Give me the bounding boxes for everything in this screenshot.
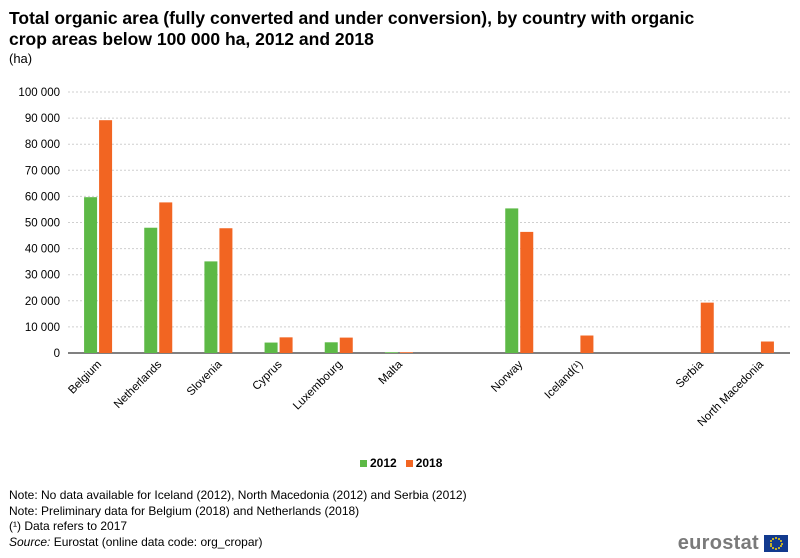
x-tick-label: North Macedonia	[696, 358, 767, 429]
bar-2018-Slovenia	[219, 228, 233, 353]
logo-text: eurostat	[677, 532, 759, 554]
bar-2018-Luxembourg	[339, 337, 353, 353]
y-tick-label: 10 000	[25, 322, 60, 334]
x-tick-label: Norway	[489, 358, 525, 394]
bar-2018-Serbia	[700, 302, 714, 353]
flag-star	[777, 547, 780, 550]
flag-star	[770, 545, 773, 548]
bar-2018-Norway	[520, 231, 534, 353]
bar-2012-Malta	[384, 352, 398, 354]
bar-2012-Slovenia	[204, 261, 218, 353]
y-tick-label: 70 000	[25, 165, 60, 177]
bar-2012-Luxembourg	[324, 342, 338, 353]
y-tick-label: 0	[54, 348, 60, 360]
chart-notes: Note: No data available for Iceland (201…	[9, 488, 467, 550]
flag-star	[779, 539, 782, 542]
x-tick-label: Cyprus	[250, 358, 284, 392]
bar-2018-Iceland(¹)	[580, 335, 594, 353]
flag-star	[770, 539, 773, 542]
bar-2012-Cyprus	[264, 342, 278, 353]
x-tick-label: Belgium	[66, 359, 104, 397]
source-text: Eurostat (online data code: org_cropar)	[50, 534, 263, 549]
y-tick-label: 30 000	[25, 270, 60, 282]
bar-2012-Belgium	[84, 197, 98, 353]
flag-star	[769, 542, 772, 545]
eurostat-logo: eurostat	[678, 532, 788, 555]
flag-star	[777, 537, 780, 540]
flag-star	[772, 547, 775, 550]
eu-flag-icon	[764, 535, 788, 552]
source-line: Source: Eurostat (online data code: org_…	[9, 535, 467, 551]
x-tick-label: Netherlands	[112, 358, 165, 411]
y-tick-label: 50 000	[25, 218, 60, 230]
y-tick-label: 90 000	[25, 113, 60, 125]
x-tick-label: Luxembourg	[291, 359, 345, 413]
flag-star	[775, 537, 777, 539]
bar-2018-Malta	[399, 352, 413, 354]
note-no-data: Note: No data available for Iceland (201…	[9, 488, 467, 502]
x-tick-label: Iceland(¹)	[543, 359, 586, 402]
bar-2012-Netherlands	[144, 227, 158, 353]
flag-star	[772, 537, 775, 540]
flag-star	[780, 542, 783, 545]
chart-legend: 2012 2018	[360, 456, 446, 470]
source-label: Source:	[9, 534, 51, 549]
legend-label-2018: 2018	[415, 456, 443, 470]
y-tick-label: 100 000	[18, 87, 60, 99]
chart-title: Total organic area (fully converted and …	[9, 8, 695, 49]
bar-2018-Belgium	[99, 120, 113, 353]
legend-item-2012: 2012	[360, 456, 397, 470]
bar-2018-North Macedonia	[760, 341, 774, 353]
chart-subtitle: (ha)	[9, 51, 33, 66]
bar-chart: 0 10 000 20 000 30 000 40 000 50 000 60 000 70 …	[18, 87, 790, 429]
x-tick-label: Slovenia	[185, 358, 225, 398]
legend-item-2018: 2018	[405, 456, 443, 470]
y-tick-label: 40 000	[25, 244, 60, 256]
legend-swatch-2018	[405, 459, 413, 467]
y-tick-label: 20 000	[25, 296, 60, 308]
bar-2018-Netherlands	[159, 202, 173, 353]
y-tick-label: 80 000	[25, 139, 60, 151]
x-tick-label: Malta	[377, 358, 406, 387]
note-footnote: (¹) Data refers to 2017	[9, 519, 128, 533]
bar-2018-Cyprus	[279, 337, 293, 353]
y-tick-label: 60 000	[25, 191, 60, 203]
x-tick-label: Serbia	[674, 358, 706, 390]
flag-star	[779, 545, 782, 548]
flag-star	[775, 548, 777, 550]
legend-swatch-2012	[360, 459, 367, 467]
note-preliminary: Note: Preliminary data for Belgium (2018…	[9, 503, 360, 518]
legend-label-2012: 2012	[370, 456, 397, 470]
bar-2012-Norway	[505, 208, 519, 353]
